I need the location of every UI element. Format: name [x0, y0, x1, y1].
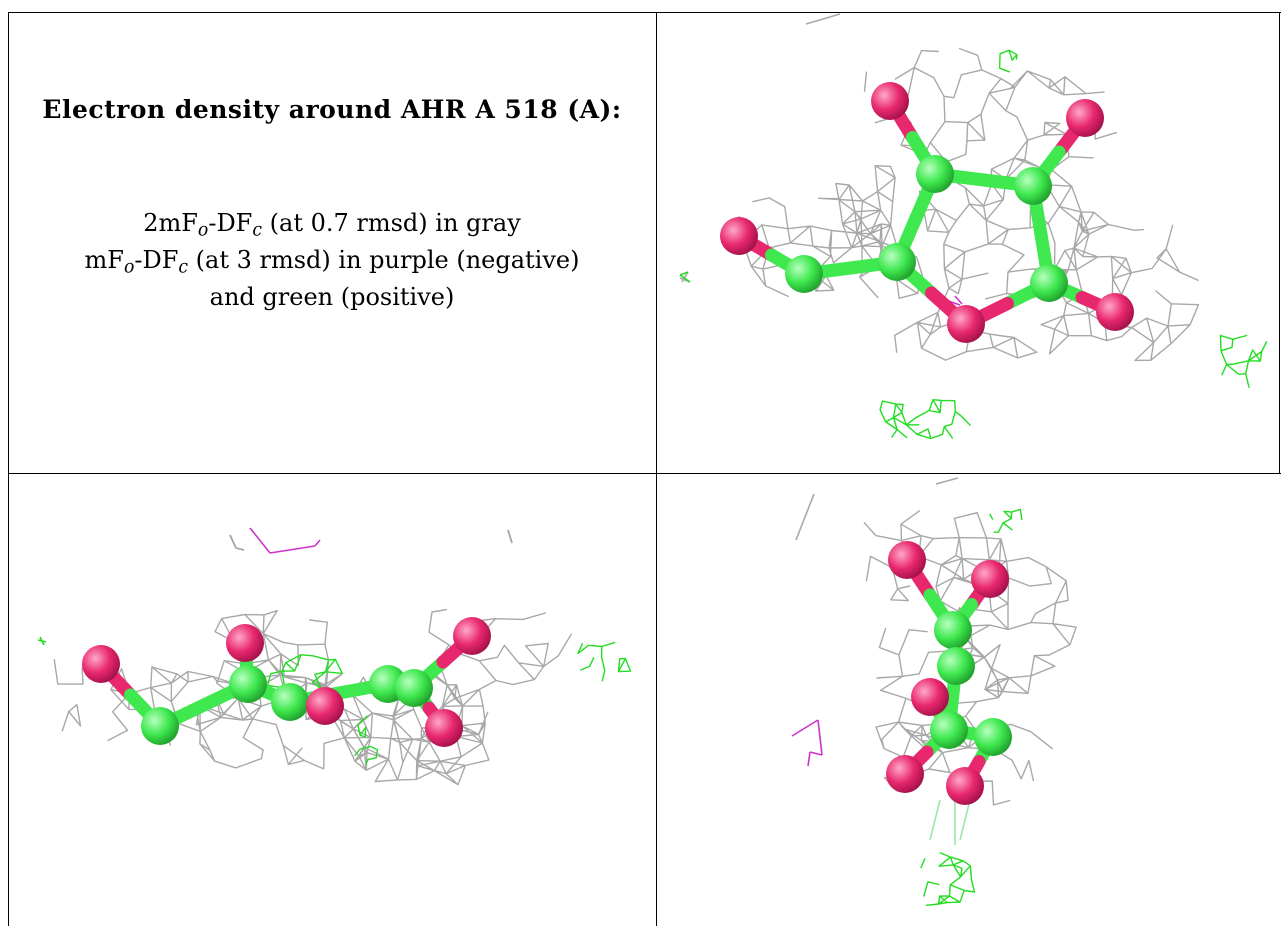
positive-mesh: [1219, 334, 1268, 388]
oxygen-atom: [1096, 293, 1134, 331]
table-divider-vertical: [656, 12, 657, 926]
table-border-top: [8, 12, 1281, 13]
positive-mesh: [354, 715, 379, 765]
oxygen-atom: [911, 678, 949, 716]
oxygen-atom: [306, 687, 344, 725]
caption-line-1: 2mFo-DFc (at 0.7 rmsd) in gray: [143, 209, 521, 241]
oxygen-atom: [453, 617, 491, 655]
carbon-atom: [229, 665, 267, 703]
molecule-bottom-right: [886, 541, 1012, 805]
molecule-bottom-left: [82, 617, 491, 747]
negative-mesh: [229, 527, 513, 554]
mesh-top-right: [679, 13, 1268, 440]
oxygen-atom: [425, 709, 463, 747]
carbon-atom: [785, 255, 823, 293]
positive-mesh: [879, 399, 971, 440]
positive-mesh: [920, 852, 976, 906]
stray-positive: [679, 271, 691, 283]
oxygen-atom: [947, 305, 985, 343]
carbon-atom: [395, 669, 433, 707]
carbon-atom: [141, 707, 179, 745]
caption-line-3: and green (positive): [209, 283, 455, 311]
caption-title: Electron density around AHR A 518 (A):: [42, 95, 622, 124]
oxygen-atom: [226, 624, 264, 662]
oxygen-atom: [971, 560, 1009, 598]
positive-mesh: [989, 508, 1023, 533]
positive-mesh: [999, 49, 1018, 73]
table-border-right: [1279, 12, 1280, 474]
oxygen-atom: [871, 82, 909, 120]
carbon-atom: [974, 718, 1012, 756]
table-border-left: [8, 12, 9, 926]
positive-mesh: [577, 641, 632, 682]
oxygen-atom: [1066, 99, 1104, 137]
caption-cell: Electron density around AHR A 518 (A): 2…: [8, 13, 656, 473]
oxygen-atom: [946, 767, 984, 805]
carbon-atom: [878, 243, 916, 281]
oxygen-atom: [720, 217, 758, 255]
table-divider-horizontal: [8, 473, 1281, 474]
carbon-atom: [930, 711, 968, 749]
molecule-top-right: [720, 82, 1134, 343]
mesh-bottom-left: [37, 527, 632, 786]
oxygen-atom: [82, 645, 120, 683]
oxygen-atom: [886, 755, 924, 793]
negative-mesh: [791, 719, 823, 767]
carbon-atom: [1014, 167, 1052, 205]
carbon-atom: [271, 683, 309, 721]
carbon-atom: [937, 647, 975, 685]
stray-positive: [37, 636, 47, 646]
positive-mesh: [267, 654, 343, 690]
caption-description: 2mFo-DFc (at 0.7 rmsd) in gray mFo-DFc (…: [8, 205, 656, 316]
stray-mesh: [795, 477, 959, 541]
carbon-atom: [1030, 264, 1068, 302]
carbon-atom: [916, 155, 954, 193]
caption-line-2: mFo-DFc (at 3 rmsd) in purple (negative): [84, 246, 580, 278]
stray-mesh: [229, 529, 513, 551]
carbon-atom: [934, 611, 972, 649]
oxygen-atom: [888, 541, 926, 579]
